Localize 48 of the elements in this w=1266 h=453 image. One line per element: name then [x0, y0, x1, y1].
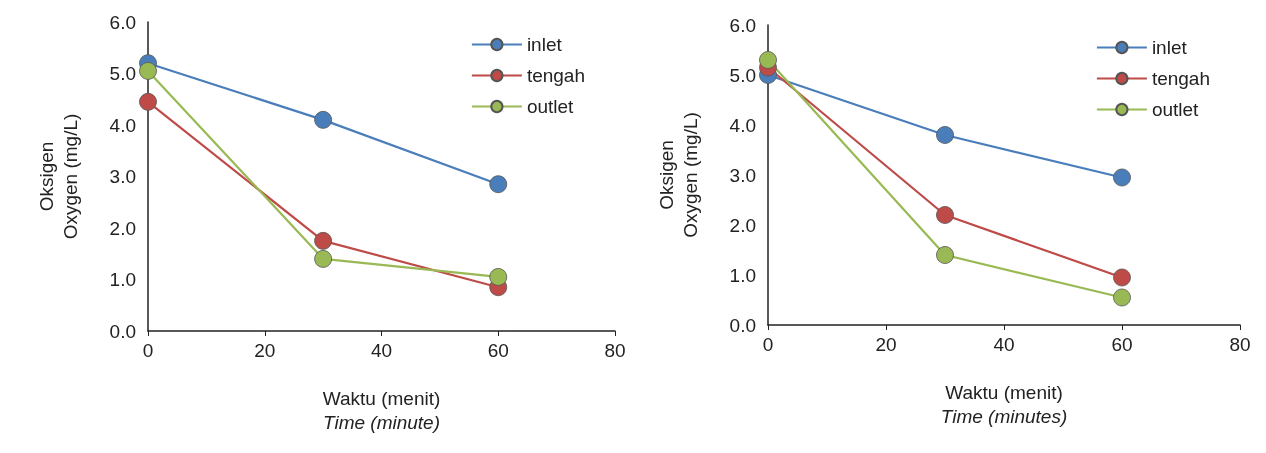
y-tick-label: 3.0	[729, 164, 756, 186]
x-tick-label: 40	[993, 334, 1015, 355]
y-tick-label: 3.0	[109, 166, 136, 187]
point	[1113, 268, 1131, 287]
point	[936, 206, 954, 224]
y-tick-label: 2.0	[729, 214, 756, 236]
x-axis-title: Waktu (menit) Time (minutes)	[940, 381, 1068, 427]
legend-label: outlet	[1151, 99, 1200, 120]
x-tick-label: 0	[762, 334, 774, 355]
point	[1113, 288, 1131, 307]
point	[314, 231, 333, 250]
legend-label: inlet	[1151, 37, 1188, 58]
y-tick-label: 4.0	[729, 114, 756, 136]
y-tick-label: 6.0	[109, 11, 136, 33]
legend-label: tengah	[526, 65, 586, 86]
y-axis-title: Oksigen Oxygen (mg/L)	[655, 112, 701, 238]
x-tick-label: 40	[370, 340, 393, 361]
y-tick-label: 5.0	[109, 63, 136, 84]
point	[936, 246, 954, 264]
point	[314, 250, 333, 268]
x-tick-label: 60	[487, 340, 509, 361]
x-tick-label: 0	[142, 340, 154, 361]
point	[489, 175, 508, 194]
y-tick-label: 0.0	[109, 320, 136, 342]
y-tick-label: 4.0	[109, 114, 136, 136]
point	[936, 126, 954, 144]
x-tick-label: 20	[254, 340, 276, 361]
y-tick-label: 6.0	[729, 14, 756, 36]
point	[1113, 168, 1131, 187]
x-tick-label: 80	[1229, 334, 1251, 355]
x-tick-label: 80	[604, 340, 626, 361]
point	[139, 62, 157, 80]
legend-label: inlet	[526, 34, 563, 55]
point	[314, 110, 333, 129]
point	[489, 268, 508, 286]
x-axis-title: Waktu (menit) Time (minute)	[322, 387, 441, 433]
y-axis-title: Oksigen Oxygen (mg/L)	[35, 113, 81, 240]
legend-label: outlet	[526, 96, 575, 117]
legend-label: tengah	[1151, 68, 1211, 89]
y-tick-label: 2.0	[109, 217, 136, 239]
y-tick-label: 5.0	[729, 64, 756, 86]
y-tick-label: 0.0	[729, 314, 756, 336]
point	[759, 51, 777, 69]
x-tick-label: 20	[875, 334, 897, 355]
point	[139, 92, 157, 111]
x-tick-label: 60	[1111, 334, 1133, 355]
y-tick-label: 1.0	[109, 269, 136, 290]
y-tick-label: 1.0	[729, 264, 756, 286]
